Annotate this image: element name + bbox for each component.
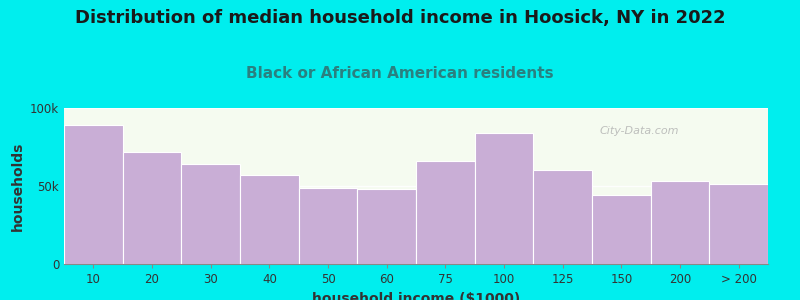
Bar [592,195,650,264]
Bar [64,125,122,264]
Bar [416,161,474,264]
Bar [240,175,298,264]
Text: City-Data.com: City-Data.com [599,126,678,136]
Bar [650,181,710,264]
Text: Distribution of median household income in Hoosick, NY in 2022: Distribution of median household income … [74,9,726,27]
Y-axis label: households: households [10,141,25,231]
Bar [182,164,240,264]
Bar [358,189,416,264]
Text: Black or African American residents: Black or African American residents [246,66,554,81]
X-axis label: household income ($1000): household income ($1000) [312,292,520,300]
Bar [710,184,768,264]
Bar [298,188,358,264]
Bar [474,133,534,264]
Bar [122,152,182,264]
Bar [534,170,592,264]
